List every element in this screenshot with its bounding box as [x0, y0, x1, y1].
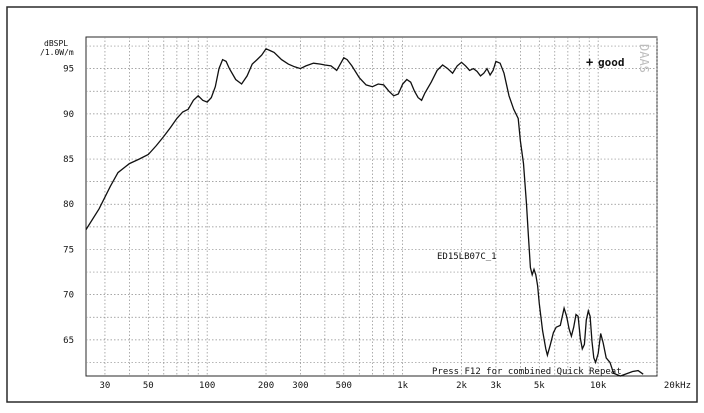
daas-watermark: DAAS — [637, 44, 651, 73]
x-tick-label: 5k — [534, 381, 545, 391]
y-axis-label-line2: /1.0W/m — [40, 48, 74, 57]
y-tick-label: 85 — [63, 155, 74, 165]
y-tick-label: 75 — [63, 245, 74, 255]
y-tick-label: 95 — [63, 65, 74, 75]
x-tick-labels: 30 50 100 200 300 500 1k 2k 3k 5k 10k 20kHz — [100, 381, 691, 391]
y-tick-label: 70 — [63, 291, 74, 301]
x-tick-label: 30 — [100, 381, 111, 391]
x-tick-label: 20kHz — [664, 381, 691, 391]
x-tick-label: 100 — [199, 381, 215, 391]
x-tick-label: 10k — [590, 381, 607, 391]
y-tick-labels: 65 70 75 80 85 90 95 — [63, 65, 74, 346]
y-tick-label: 80 — [63, 200, 74, 210]
x-tick-label: 500 — [336, 381, 352, 391]
x-tick-label: 200 — [258, 381, 274, 391]
y-axis-label-line1: dBSPL — [44, 39, 68, 48]
plot-border — [85, 36, 658, 377]
x-tick-label: 1k — [397, 381, 408, 391]
grid-lines — [86, 37, 658, 376]
y-tick-label: 65 — [63, 336, 74, 346]
trace-label: ED15LB07C_1 — [437, 252, 497, 262]
y-tick-label: 90 — [63, 110, 74, 120]
response-curve — [85, 47, 644, 377]
x-tick-label: 300 — [292, 381, 308, 391]
x-tick-label: 2k — [456, 381, 467, 391]
outer-border — [6, 6, 698, 403]
legend-marker: + — [586, 55, 593, 69]
x-tick-label: 50 — [143, 381, 154, 391]
x-tick-label: 3k — [491, 381, 502, 391]
footer-note: Press F12 for combined Quick Repeat — [432, 367, 622, 377]
legend-label: good — [598, 56, 625, 69]
